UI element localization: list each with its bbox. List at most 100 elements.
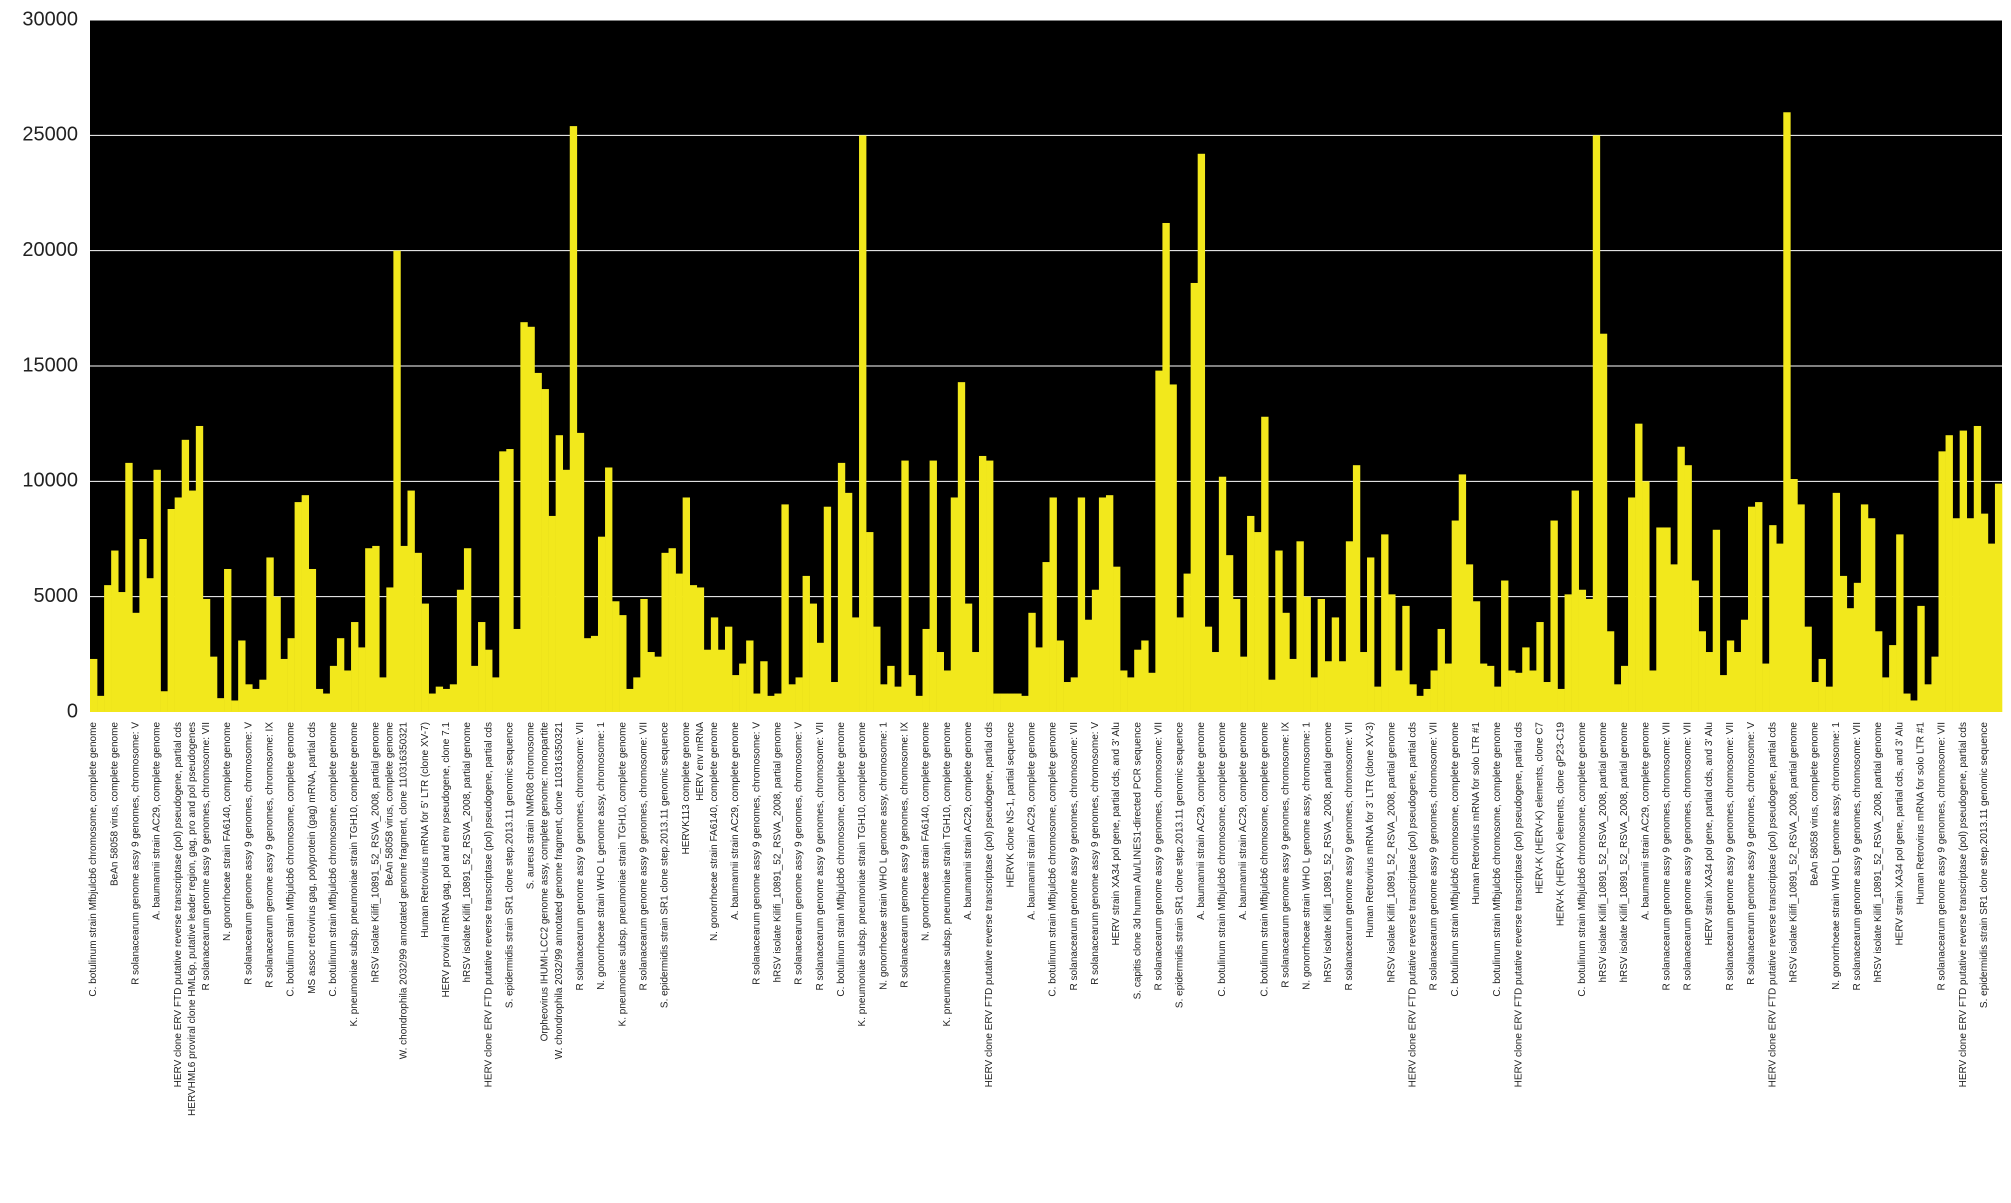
bar bbox=[343, 670, 352, 712]
bar bbox=[1945, 435, 1953, 712]
x-tick-label: HERV proviral mRNA gag, pol and env pseu… bbox=[441, 722, 452, 998]
x-tick-label: HERV strain XA34 pol gene, partial cds, … bbox=[1111, 722, 1122, 946]
bar bbox=[929, 460, 937, 712]
bar bbox=[139, 539, 147, 712]
bar bbox=[1726, 640, 1735, 712]
bar bbox=[851, 617, 860, 712]
bar bbox=[830, 682, 839, 712]
bar bbox=[1437, 628, 1445, 712]
bar bbox=[1931, 656, 1939, 712]
bar bbox=[470, 665, 479, 712]
bar bbox=[922, 628, 930, 712]
bar bbox=[259, 679, 267, 712]
x-tick-label: BeAn 58058 virus, complete genome bbox=[109, 722, 120, 886]
bar bbox=[104, 585, 112, 712]
bar bbox=[421, 603, 429, 712]
x-tick-label: A. baumannii strain AC29, complete genom… bbox=[730, 722, 741, 920]
bar bbox=[696, 587, 705, 712]
bar bbox=[1987, 543, 1996, 712]
bar bbox=[499, 451, 507, 712]
bar bbox=[647, 652, 655, 712]
bar bbox=[365, 548, 373, 712]
bar bbox=[887, 665, 895, 712]
y-tick-label: 30000 bbox=[22, 8, 78, 30]
bar bbox=[1211, 652, 1220, 712]
x-tick-label: hRSV isolate Kilifi_10891_52_RSVA_2008, … bbox=[773, 722, 784, 983]
x-tick-label: BeAn 58058 virus, complete genome bbox=[1810, 722, 1821, 886]
x-tick-label: MS assoc retrovirus gag, polyprotein (ga… bbox=[307, 722, 318, 994]
bar bbox=[1430, 670, 1438, 712]
bar bbox=[1585, 598, 1594, 712]
bar bbox=[1550, 520, 1558, 712]
bar bbox=[908, 675, 916, 712]
x-tick-label: C. botulinum strain Mfbjulcb6 chromosome… bbox=[1450, 722, 1461, 997]
bar bbox=[1261, 416, 1269, 712]
bar bbox=[1755, 502, 1763, 712]
bar bbox=[188, 490, 197, 712]
x-tick-label: HERV clone ERV FTD putative reverse tran… bbox=[1408, 722, 1419, 1087]
bar bbox=[1444, 663, 1452, 712]
x-tick-label: N. gonorrhoeae strain FA6140, complete g… bbox=[709, 722, 720, 941]
bar bbox=[1289, 658, 1297, 712]
x-tick-label: BeAn 58058 virus, complete genome bbox=[384, 722, 395, 886]
bar bbox=[957, 382, 966, 712]
x-tick-label: A. baumannii strain AC29, complete genom… bbox=[1196, 722, 1207, 920]
bar bbox=[1649, 670, 1657, 712]
bar bbox=[1952, 518, 1960, 712]
bar bbox=[1698, 631, 1706, 712]
x-tick-label: R solanacearum genome assy 9 genomes, ch… bbox=[1281, 722, 1292, 988]
bar bbox=[1240, 656, 1248, 712]
bar bbox=[1254, 532, 1262, 712]
bar bbox=[866, 532, 874, 712]
bar bbox=[1875, 631, 1883, 712]
bar bbox=[1536, 622, 1544, 712]
bar bbox=[1628, 497, 1636, 712]
bar bbox=[1458, 474, 1467, 712]
x-tick-label: hRSV isolate Kilifi_10891_52_RSVA_2008, … bbox=[1598, 722, 1609, 983]
x-tick-label: R solanacearum genome assy 9 genomes, ch… bbox=[1725, 722, 1736, 990]
bar bbox=[1670, 564, 1678, 712]
bar bbox=[1691, 580, 1699, 712]
bar bbox=[174, 497, 183, 712]
bar bbox=[1564, 594, 1572, 712]
bar bbox=[873, 626, 881, 712]
bar bbox=[986, 460, 994, 712]
x-tick-label: HERV strain XA34 pol gene, partial cds, … bbox=[1704, 722, 1715, 946]
y-tick-label: 25000 bbox=[22, 124, 78, 146]
bar bbox=[520, 322, 528, 712]
x-tick-label: C. botulinum strain Mfbjulcb6 chromosome… bbox=[286, 722, 297, 997]
bar bbox=[1042, 562, 1050, 712]
bar bbox=[1790, 479, 1798, 712]
bar bbox=[478, 622, 486, 712]
bar bbox=[456, 589, 465, 712]
bar bbox=[1120, 670, 1128, 712]
x-tick-label: N. gonorrhoeae strain WHO L genome assy,… bbox=[1831, 722, 1842, 990]
x-tick-label: R solanacearum genome assy 9 genomes, ch… bbox=[1090, 722, 1101, 985]
bar bbox=[280, 658, 288, 712]
bar bbox=[322, 693, 331, 712]
bar bbox=[746, 640, 754, 712]
bar bbox=[1338, 661, 1347, 712]
x-tick-label: C. botulinum strain Mfbjulcb6 chromosome… bbox=[836, 722, 847, 997]
x-tick-label: HERV strain XA34 pol gene, partial cds, … bbox=[1894, 722, 1905, 946]
bar bbox=[195, 425, 204, 712]
bar bbox=[936, 652, 944, 712]
bar bbox=[1084, 619, 1093, 712]
x-tick-label: hRSV isolate Kilifi_10891_52_RSVA_2008, … bbox=[1873, 722, 1884, 983]
bar bbox=[1317, 598, 1325, 712]
bar bbox=[1677, 446, 1685, 712]
bar bbox=[795, 677, 803, 712]
bar bbox=[513, 628, 521, 712]
x-tick-label: Human Retrovirus mRNA for solo LTR #1 bbox=[1916, 722, 1927, 905]
bar bbox=[717, 649, 726, 712]
bar bbox=[1896, 534, 1904, 712]
bar bbox=[379, 677, 387, 712]
bar bbox=[1049, 497, 1057, 712]
bar bbox=[125, 462, 133, 712]
bar bbox=[1613, 684, 1622, 712]
bar bbox=[1374, 686, 1382, 712]
bar bbox=[1381, 534, 1389, 712]
bar bbox=[1021, 695, 1029, 712]
bar bbox=[1762, 663, 1770, 712]
bar bbox=[548, 515, 556, 712]
